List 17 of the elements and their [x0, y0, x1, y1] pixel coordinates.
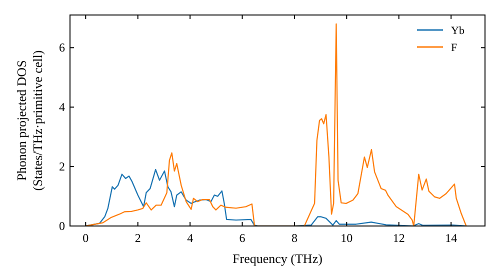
y-tick-label: 0 — [59, 219, 65, 233]
legend-label: Yb — [451, 25, 465, 37]
x-tick-label: 14 — [445, 231, 458, 245]
x-tick-label: 0 — [82, 231, 89, 245]
x-tick-label: 2 — [134, 231, 141, 245]
x-tick-label: 12 — [392, 231, 405, 245]
y-tick-label: 2 — [59, 160, 65, 174]
x-tick-label: 4 — [187, 231, 194, 245]
x-tick-label: 10 — [340, 231, 353, 245]
x-tick-label: 8 — [291, 231, 298, 245]
legend-label: F — [451, 42, 458, 54]
y-axis-title: Phonon projected DOS (States/THz·primitive cell) — [14, 50, 45, 191]
x-tick-label: 6 — [239, 231, 246, 245]
line-series — [85, 23, 467, 226]
x-axis-title: Frequency (THz) — [232, 251, 322, 266]
y-tick-label: 6 — [59, 40, 65, 55]
y-tick-label: 4 — [59, 100, 65, 114]
